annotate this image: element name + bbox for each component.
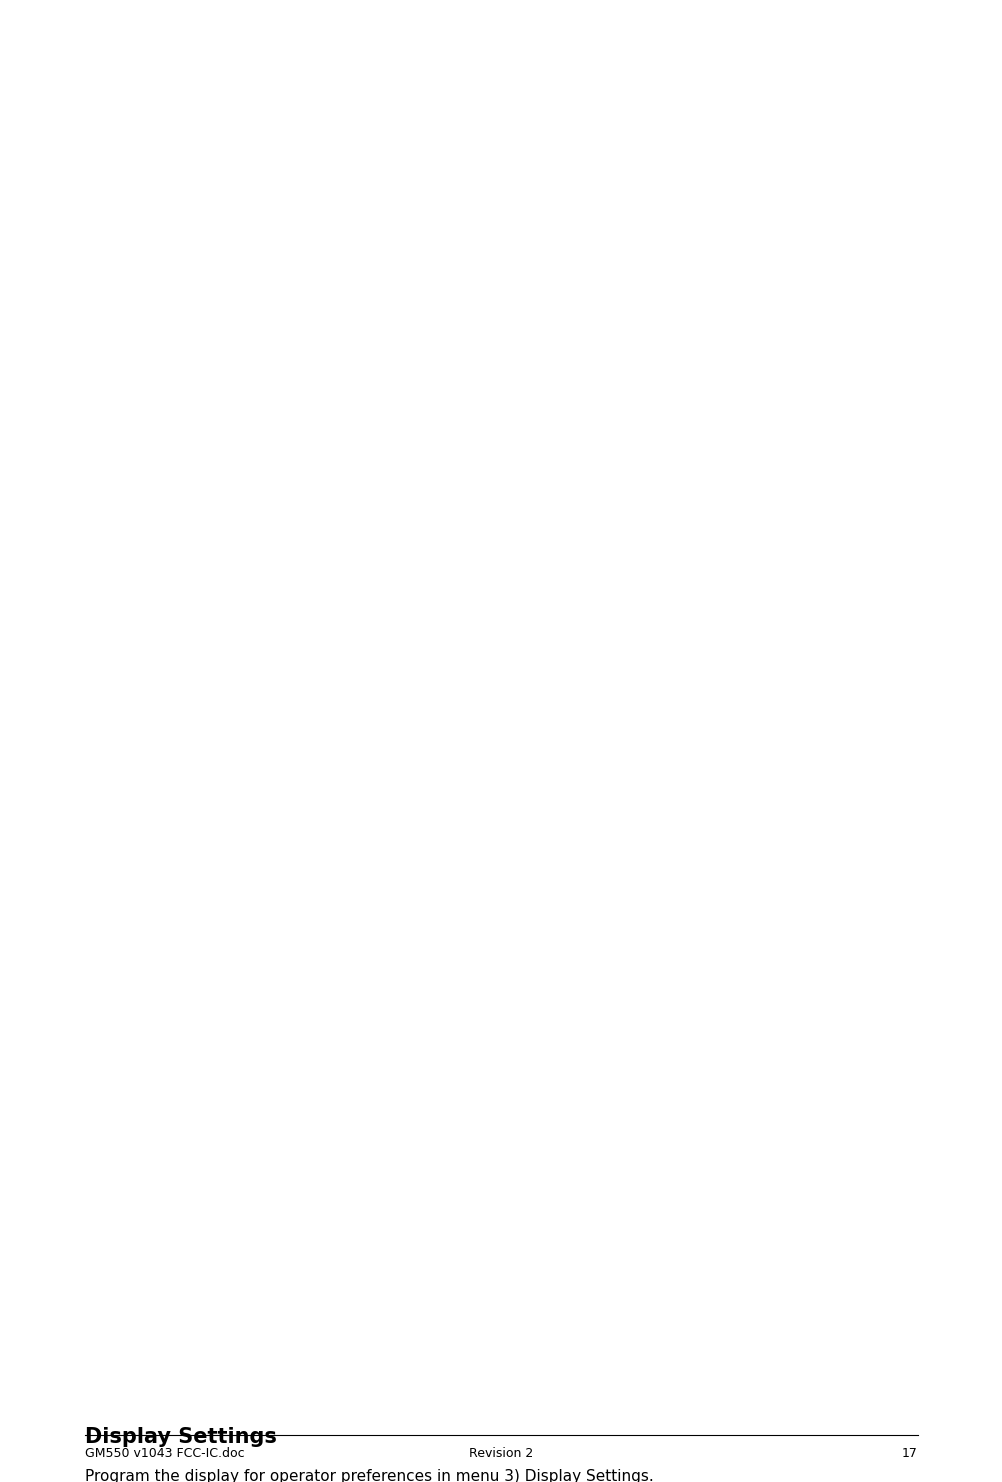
Text: Program the display for operator preferences in menu 3) Display Settings.: Program the display for operator prefere… [85,1469,653,1482]
Text: 17: 17 [901,1446,917,1460]
Text: GM550 v1043 FCC-IC.doc: GM550 v1043 FCC-IC.doc [85,1446,244,1460]
Text: Revision 2: Revision 2 [469,1446,533,1460]
Text: Display Settings: Display Settings [85,1427,277,1446]
